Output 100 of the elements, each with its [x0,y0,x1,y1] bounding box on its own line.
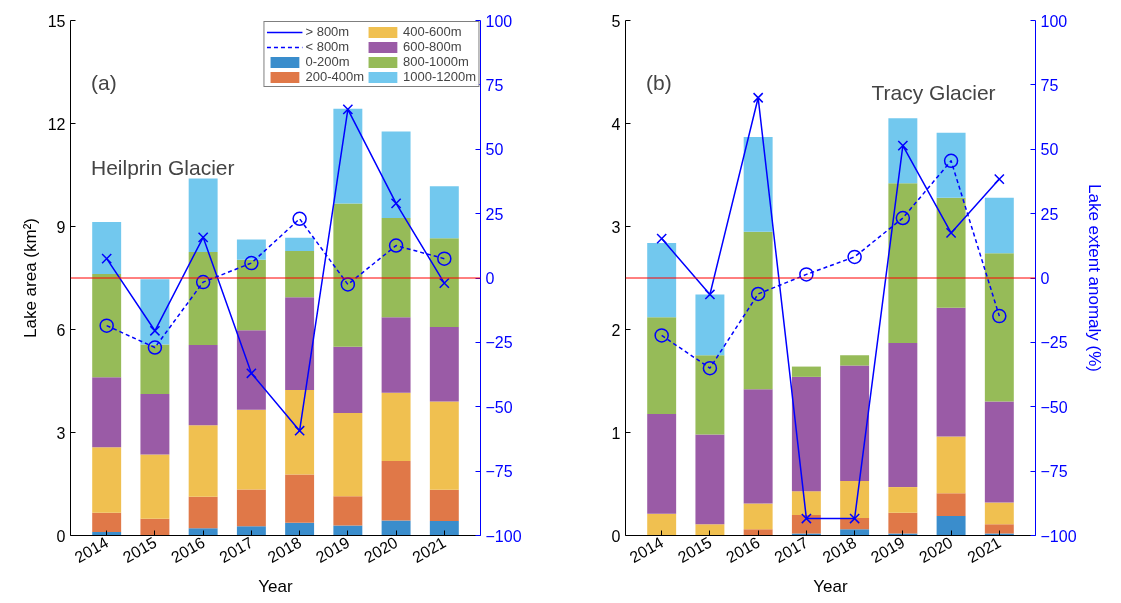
point [656,233,668,244]
x-tick-label: 2019 [313,533,353,567]
y2-tick-label: −75 [485,463,513,481]
y-tick-label: 5 [611,12,621,30]
point [294,425,305,437]
x-tick-label: 2021 [964,533,1004,567]
bar [236,409,266,490]
bar [285,389,315,475]
y2-tick-label: −100 [1040,527,1077,545]
bar [140,279,170,345]
annotation: (b) [646,70,672,94]
point [390,197,402,209]
bar [429,489,459,522]
bar [840,529,870,536]
bar [285,297,315,390]
bar [429,238,459,328]
bar [285,474,315,523]
y2-tick-label: 75 [485,76,504,94]
bar [888,487,918,513]
point [342,103,354,115]
point [340,277,356,292]
y2-tick-label: −25 [485,334,513,352]
bar [236,526,266,536]
y-tick-label: 3 [611,218,621,236]
x-tick-label: 2016 [723,533,763,567]
annotation: Tracy Glacier [871,80,996,104]
annotation: (a) [91,70,117,94]
x-tick-label: 2016 [168,533,208,567]
bar [188,178,218,252]
bar [140,394,170,455]
legend-label: 0-200m [305,54,350,69]
bar [840,480,870,518]
bar [791,533,821,536]
legend-label: 600-800m [403,39,462,54]
bar [936,197,966,308]
bar [888,533,918,536]
bar [429,186,459,239]
x-tick-label: 2015 [675,533,715,567]
point [246,367,257,379]
bar [285,522,315,536]
bar [936,436,966,494]
bar [92,222,122,274]
bar [381,461,411,521]
bar [188,496,218,529]
bar [381,317,411,393]
y2-tick-label: −25 [1040,334,1068,352]
x-axis-title: Year [258,576,294,596]
point [195,274,211,290]
bar [647,242,677,318]
x-tick-label: 2014 [626,533,667,567]
bar [429,401,459,490]
bar [743,503,773,530]
point [799,267,814,282]
point [992,308,1007,324]
bar [743,529,773,536]
bar [333,203,363,347]
bar [936,132,966,198]
x-tick-label: 2017 [771,533,811,567]
y2-tick-label: 100 [1040,12,1068,30]
bar [429,521,459,536]
bar [92,273,122,378]
bar [429,327,459,402]
x-tick-label: 2018 [819,533,860,567]
bar [140,518,170,536]
point [197,231,209,243]
bar [647,317,677,414]
legend-label: < 800m [305,39,350,54]
bar [695,524,725,536]
bar [840,365,870,481]
bar [236,239,266,260]
bar [333,496,363,526]
y2-tick-label: 50 [485,141,504,159]
bar [936,493,966,516]
legend-label: 200-400m [305,69,364,84]
y-tick-label: 9 [56,218,66,236]
bar [236,489,266,527]
bar [333,346,363,413]
bar [647,413,677,514]
legend-label: 400-600m [403,24,462,39]
bar [984,533,1014,536]
annotation: Heilprin Glacier [91,155,235,179]
bar [984,253,1014,402]
bar [936,307,966,437]
legend-label: 800-1000m [403,54,469,69]
bar [333,108,363,204]
y-tick-label: 0 [56,527,66,545]
bar [743,136,773,232]
y-tick-label: 2 [611,321,621,339]
bar [285,237,315,251]
bar [92,377,122,448]
bar [285,250,315,298]
point [945,227,957,239]
bar [92,512,122,533]
point [752,92,764,104]
y2-tick-label: 0 [1040,270,1050,287]
point [147,340,163,355]
point [897,140,909,151]
bar [381,392,411,461]
bar [840,355,870,366]
legend-label: 1000-1200m [403,69,476,84]
